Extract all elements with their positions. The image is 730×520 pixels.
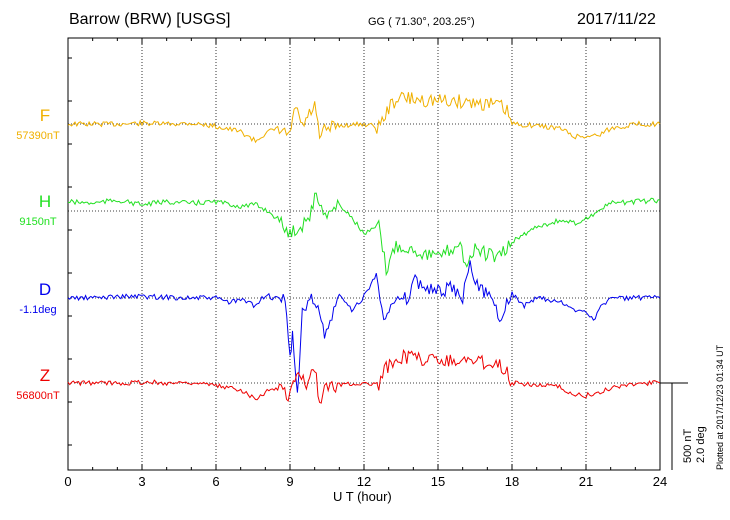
x-tick-label: 24 [652,474,668,489]
trace-f [67,91,661,144]
baseline-value-z: 56800nT [16,390,60,402]
x-tick-label: 0 [64,474,72,489]
trace-z [67,348,661,404]
baseline-value-f: 57390nT [16,130,60,142]
trace-h [67,192,661,277]
x-ticks [67,38,661,470]
station-title: Barrow (BRW) [USGS] [69,11,231,28]
plotted-timestamp: Plotted at 2017/12/23 01:34 UT [715,344,725,470]
series-label-z: Z [39,366,51,385]
series-label-h: H [38,192,52,211]
baseline-value-h: 9150nT [19,216,57,228]
trace-d [67,260,661,393]
traces [67,91,661,404]
x-tick-label: 6 [212,474,220,489]
series-label-f: F [39,106,51,125]
geo-coordinates: GG ( 71.30°, 203.25°) [368,16,475,28]
x-axis-label: U T (hour) [333,489,392,504]
x-tick-label: 21 [578,474,594,489]
scale-nt: 500 nT [682,428,694,463]
scale-text: 500 nT 2.0 deg [672,383,707,471]
x-tick-label: 18 [504,474,520,489]
x-tick-label: 3 [138,474,146,489]
date-label: 2017/11/22 [577,11,656,28]
grid-lines [68,38,660,470]
baseline-value-d: -1.1deg [19,304,57,316]
x-tick-label: 9 [286,474,294,489]
x-tick-label: 15 [430,474,446,489]
series-label-d: D [38,280,52,299]
scale-deg: 2.0 deg [695,426,707,463]
scale-bar [660,382,688,470]
x-tick-label: 12 [356,474,372,489]
